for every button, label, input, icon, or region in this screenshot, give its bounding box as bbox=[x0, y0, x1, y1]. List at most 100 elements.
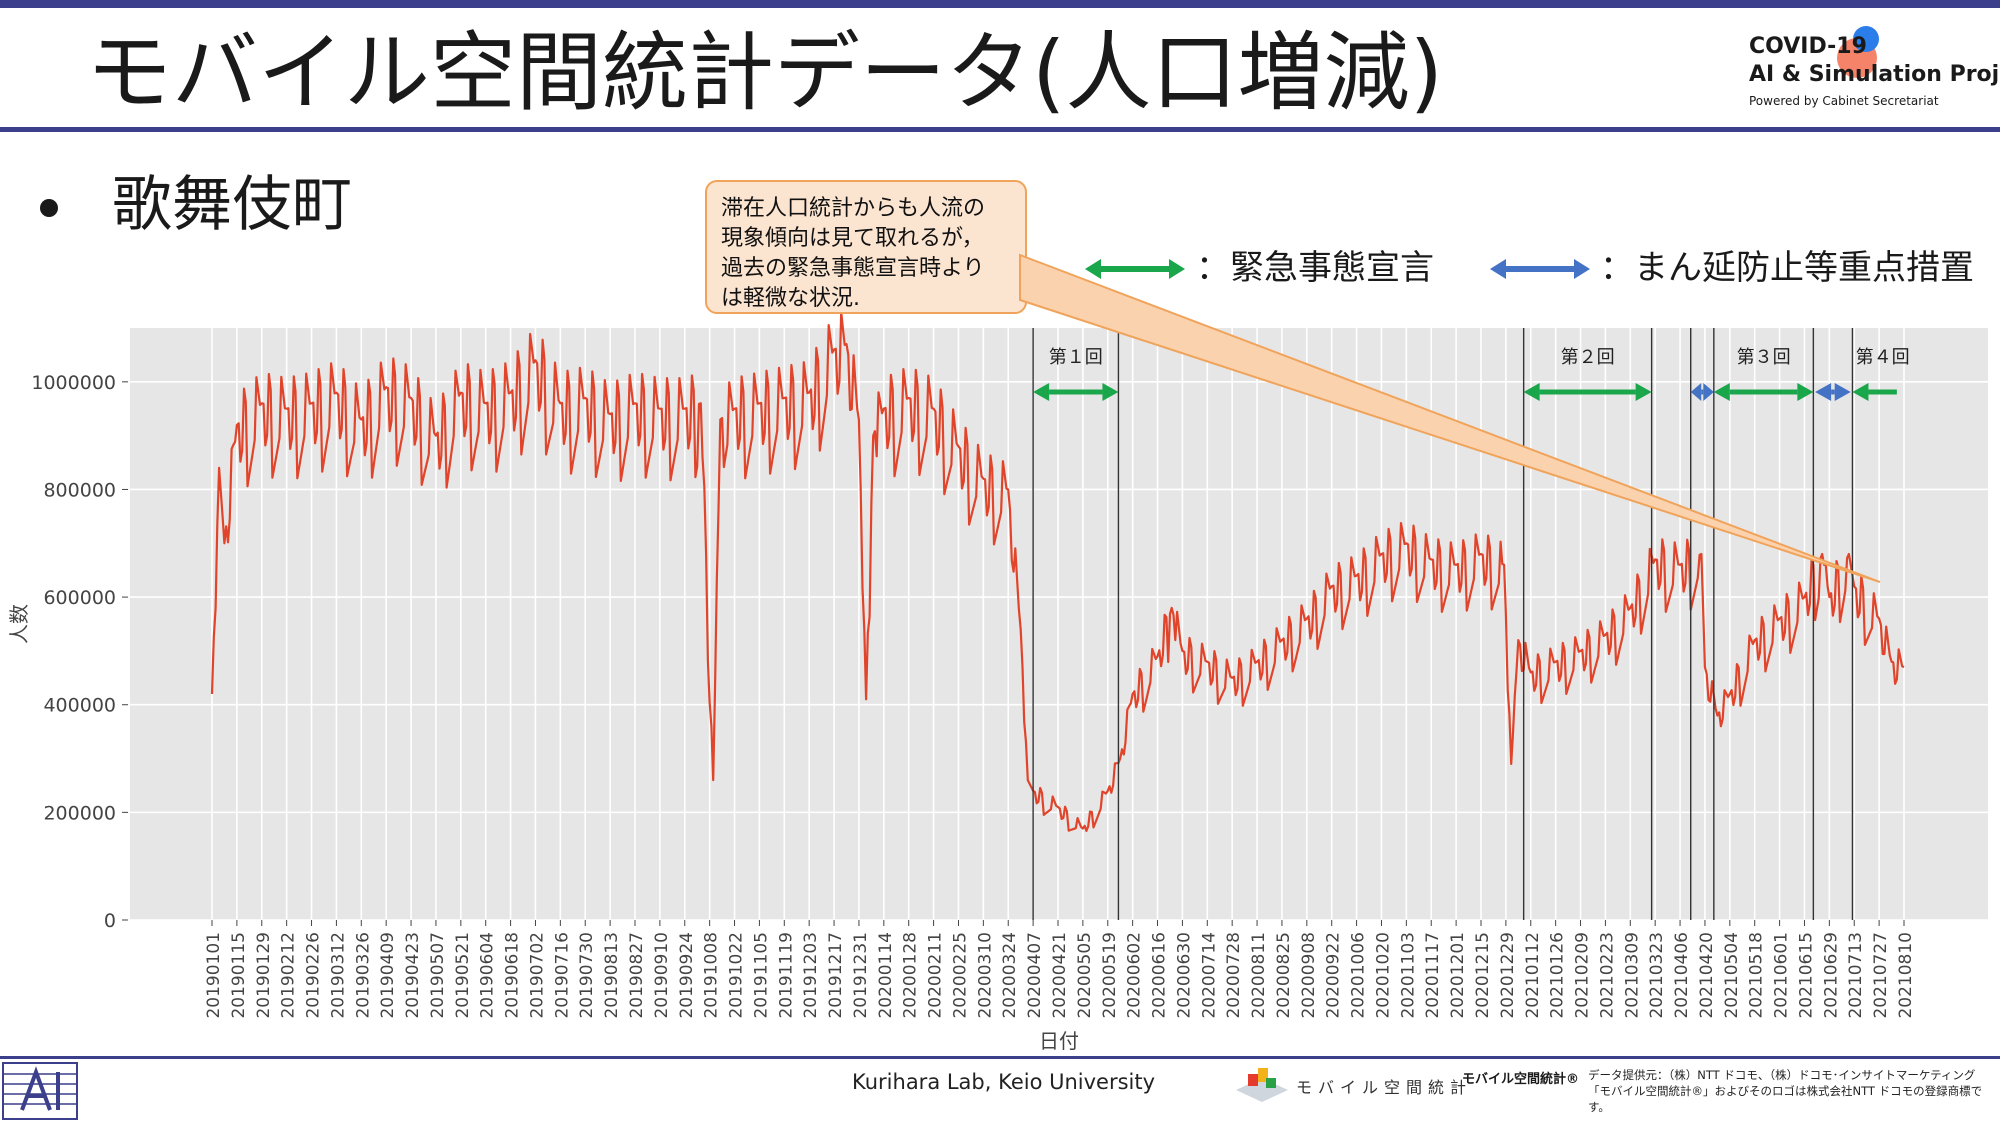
population-line-chart: 0 200000 400000 600000 800000 1000000 20190101… bbox=[7, 310, 1988, 1053]
x-tick-label: 20200421 bbox=[1050, 932, 1070, 1019]
x-tick-label: 20200908 bbox=[1299, 932, 1319, 1019]
x-tick-label: 20190730 bbox=[577, 932, 597, 1019]
period-label: 第１回 bbox=[1049, 347, 1103, 368]
x-tick-label: 20200324 bbox=[1000, 932, 1020, 1019]
period-label: 第４回 bbox=[1856, 347, 1910, 368]
y-tick-label: 800000 bbox=[43, 479, 116, 501]
footer-affiliation: Kurihara Lab, Keio University bbox=[852, 1070, 1156, 1094]
x-tick-label: 20200922 bbox=[1324, 932, 1344, 1019]
population-series-line bbox=[210, 310, 1905, 832]
bullet-item: 歌舞伎町 bbox=[40, 170, 352, 240]
page-title: モバイル空間統計データ(人口増減) bbox=[86, 23, 1444, 123]
x-tick-label: 20210629 bbox=[1821, 932, 1841, 1019]
logo-line2: AI & Simulation Project bbox=[1749, 62, 2000, 87]
x-tick-label: 20191119 bbox=[776, 932, 796, 1019]
y-tick-label: 400000 bbox=[43, 695, 116, 717]
x-tick-label: 20210223 bbox=[1597, 932, 1617, 1019]
legend-blue-arrow-icon bbox=[1490, 259, 1590, 279]
bullet-dot-icon bbox=[40, 199, 58, 218]
x-tick-label: 20190409 bbox=[378, 932, 398, 1019]
x-tick-label: 20200128 bbox=[901, 932, 921, 1019]
x-tick-label: 20200211 bbox=[926, 932, 946, 1019]
footer-rule bbox=[0, 1056, 2000, 1059]
x-axis-label: 日付 bbox=[1039, 1029, 1079, 1053]
x-tick-label: 20201020 bbox=[1373, 932, 1393, 1019]
footer-credit: データ提供元：（株）NTT ドコモ、（株）ドコモ･インサイトマーケティング 「モ… bbox=[1588, 1068, 1983, 1114]
x-tick-label: 20190618 bbox=[503, 932, 523, 1019]
x-tick-label: 20200225 bbox=[950, 932, 970, 1019]
x-tick-label: 20200728 bbox=[1224, 932, 1244, 1019]
period-label: 第３回 bbox=[1737, 347, 1791, 368]
x-tick-label: 20210406 bbox=[1672, 932, 1692, 1019]
project-logo: COVID-19 AI & Simulation Project Powered… bbox=[1745, 20, 2000, 120]
lab-logo-icon bbox=[2, 1062, 78, 1120]
logo-blue-dot-icon bbox=[1853, 26, 1879, 52]
x-tick-label: 20210323 bbox=[1647, 932, 1667, 1019]
x-tick-label: 20210713 bbox=[1846, 932, 1866, 1019]
x-tick-label: 20191008 bbox=[702, 932, 722, 1019]
x-tick-label: 20210420 bbox=[1697, 932, 1717, 1019]
logo-line3: Powered by Cabinet Secretariat bbox=[1749, 94, 1939, 108]
x-tick-label: 20190326 bbox=[353, 932, 373, 1019]
x-tick-label: 20200310 bbox=[975, 932, 995, 1019]
x-tick-label: 20201215 bbox=[1473, 932, 1493, 1019]
x-tick-label: 20201229 bbox=[1498, 932, 1518, 1019]
x-tick-label: 20190702 bbox=[527, 932, 547, 1019]
x-tick-label: 20201006 bbox=[1349, 932, 1369, 1019]
callout-note: 滞在人口統計からも人流の 現象傾向は見て取れるが， 過去の緊急事態宣言時より は… bbox=[705, 180, 1027, 314]
legend-label-priority: ：まん延防止等重点措置 bbox=[1600, 248, 1974, 288]
x-tick-label: 20190423 bbox=[403, 932, 423, 1019]
x-tick-label: 20191105 bbox=[751, 932, 771, 1019]
x-tick-label: 20201103 bbox=[1398, 932, 1418, 1019]
x-tick-label: 20210309 bbox=[1622, 932, 1642, 1019]
footer-brand-label: モバイル空間統計 bbox=[1296, 1078, 1473, 1097]
legend-label-emergency: ：緊急事態宣言 bbox=[1196, 248, 1434, 288]
footer-brand-mark: モバイル空間統計® bbox=[1462, 1072, 1580, 1087]
y-tick-label: 600000 bbox=[43, 587, 116, 609]
y-tick-label: 0 bbox=[104, 910, 116, 932]
x-tick-label: 20210209 bbox=[1573, 932, 1593, 1019]
x-tick-label: 20190716 bbox=[552, 932, 572, 1019]
x-tick-label: 20190212 bbox=[279, 932, 299, 1019]
y-tick-label: 200000 bbox=[43, 802, 116, 824]
x-tick-label: 20210615 bbox=[1796, 932, 1816, 1019]
x-tick-label: 20191022 bbox=[727, 932, 747, 1019]
y-tick-label: 1000000 bbox=[31, 372, 116, 394]
x-tick-label: 20200714 bbox=[1199, 932, 1219, 1019]
x-tick-label: 20190910 bbox=[652, 932, 672, 1019]
x-tick-label: 20200602 bbox=[1125, 932, 1145, 1019]
x-tick-label: 20210126 bbox=[1548, 932, 1568, 1019]
x-tick-label: 20210518 bbox=[1747, 932, 1767, 1019]
x-tick-label: 20200114 bbox=[876, 932, 896, 1019]
x-tick-label: 20210504 bbox=[1722, 932, 1742, 1019]
x-tick-label: 20210727 bbox=[1871, 932, 1891, 1019]
x-tick-label: 20190813 bbox=[602, 932, 622, 1019]
period-label: 第２回 bbox=[1561, 347, 1615, 368]
x-tick-label: 20210601 bbox=[1772, 932, 1792, 1019]
x-tick-label: 20200505 bbox=[1075, 932, 1095, 1019]
x-tick-label: 20190312 bbox=[328, 932, 348, 1019]
x-tick-label: 20201201 bbox=[1448, 932, 1468, 1019]
x-tick-label: 20191231 bbox=[851, 932, 871, 1019]
x-tick-label: 20190226 bbox=[304, 932, 324, 1019]
x-tick-label: 20190101 bbox=[204, 932, 224, 1019]
x-tick-label: 20190115 bbox=[229, 932, 249, 1019]
mobile-stats-logo-icon bbox=[1236, 1068, 1288, 1102]
logo-line1: COVID-19 bbox=[1749, 34, 1867, 59]
y-axis-label: 人数 bbox=[7, 604, 31, 644]
top-accent-bar bbox=[0, 0, 2000, 8]
x-tick-label: 20200630 bbox=[1174, 932, 1194, 1019]
x-tick-label: 20210112 bbox=[1523, 932, 1543, 1019]
title-underline bbox=[0, 127, 2000, 132]
bullet-text: 歌舞伎町 bbox=[112, 170, 352, 240]
x-tick-label: 20200811 bbox=[1249, 932, 1269, 1019]
x-tick-label: 20190604 bbox=[478, 932, 498, 1019]
x-tick-label: 20201117 bbox=[1423, 932, 1443, 1019]
x-tick-label: 20190507 bbox=[428, 932, 448, 1019]
x-tick-label: 20200519 bbox=[1100, 932, 1120, 1019]
x-tick-label: 20210810 bbox=[1896, 932, 1916, 1019]
legend-green-arrow-icon bbox=[1085, 259, 1185, 279]
x-tick-label: 20191203 bbox=[801, 932, 821, 1019]
plot-background bbox=[130, 328, 1988, 920]
x-tick-label: 20200825 bbox=[1274, 932, 1294, 1019]
